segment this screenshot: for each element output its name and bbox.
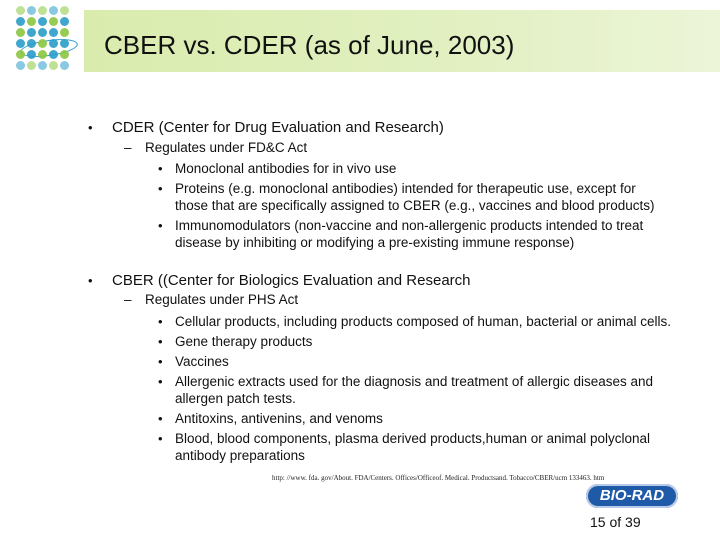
logo-dot — [38, 6, 47, 15]
section-heading: CBER ((Center for Biologics Evaluation a… — [112, 272, 471, 289]
logo-dot — [27, 50, 36, 59]
bullet: • — [88, 120, 93, 135]
logo-dot — [38, 17, 47, 26]
bullet: • — [158, 411, 163, 426]
section-heading: CDER (Center for Drug Evaluation and Res… — [112, 119, 444, 136]
logo-dot — [49, 61, 58, 70]
bullet: • — [158, 431, 163, 446]
dash: – — [124, 140, 132, 155]
list-item-line: Antitoxins, antivenins, and venoms — [175, 411, 383, 426]
bullet: • — [158, 354, 163, 369]
logo-dot — [49, 28, 58, 37]
logo-dot — [60, 28, 69, 37]
logo-dot — [16, 6, 25, 15]
dash: – — [124, 292, 132, 307]
sub-heading: Regulates under PHS Act — [145, 292, 299, 307]
logo-dot — [38, 39, 47, 48]
list-item-line: those that are specifically assigned to … — [175, 198, 655, 213]
logo-dot — [49, 17, 58, 26]
logo-dot — [60, 61, 69, 70]
logo-dot — [60, 6, 69, 15]
logo-dot — [38, 50, 47, 59]
list-item: Proteins (e.g. monoclonal antibodies) in… — [175, 180, 655, 214]
logo-dot — [16, 50, 25, 59]
slide-header: CBER vs. CDER (as of June, 2003) — [0, 0, 720, 72]
list-item-line: antibody preparations — [175, 448, 305, 463]
dot-grid-logo — [8, 4, 79, 70]
bullet: • — [88, 273, 93, 288]
logo-dot — [16, 39, 25, 48]
logo-dot — [27, 39, 36, 48]
title-bar — [84, 10, 720, 72]
source-url[interactable]: http: //www. fda. gov/About. FDA/Centers… — [272, 474, 605, 482]
list-item: Blood, blood components, plasma derived … — [175, 430, 650, 464]
list-item-line: allergen patch tests. — [175, 391, 296, 406]
bullet: • — [158, 181, 163, 196]
logo-dot — [27, 28, 36, 37]
list-item-line: Allergenic extracts used for the diagnos… — [175, 374, 654, 389]
list-item-line: Gene therapy products — [175, 334, 313, 349]
logo-dot — [49, 39, 58, 48]
list-item: Gene therapy products — [175, 333, 312, 350]
list-item-line: Blood, blood components, plasma derived … — [175, 431, 651, 446]
logo-dot — [49, 50, 58, 59]
logo-dot — [60, 39, 69, 48]
list-item-line: Monoclonal antibodies for in vivo use — [175, 161, 397, 176]
bullet: • — [158, 218, 163, 233]
logo-dot — [16, 28, 25, 37]
list-item-line: Vaccines — [175, 354, 229, 369]
logo-dot — [49, 6, 58, 15]
bullet: • — [158, 334, 163, 349]
list-item: Immunomodulators (non-vaccine and non-al… — [175, 217, 643, 251]
logo-dot — [27, 6, 36, 15]
logo-dot — [27, 17, 36, 26]
logo-dot — [38, 28, 47, 37]
list-item: Antitoxins, antivenins, and venoms — [175, 410, 383, 427]
list-item-line: Cellular products, including products co… — [175, 314, 671, 329]
logo-dot — [27, 61, 36, 70]
sub-heading: Regulates under FD&C Act — [145, 140, 308, 155]
bullet: • — [158, 161, 163, 176]
list-item-line: disease by inhibiting or modifying a pre… — [175, 235, 575, 250]
list-item: Cellular products, including products co… — [175, 313, 671, 330]
logo-dot — [16, 17, 25, 26]
page-number: 15 of 39 — [590, 514, 641, 530]
logo-dot — [60, 17, 69, 26]
bullet: • — [158, 374, 163, 389]
list-item: Vaccines — [175, 353, 229, 370]
logo-dot — [38, 61, 47, 70]
logo-dot — [16, 61, 25, 70]
list-item: Monoclonal antibodies for in vivo use — [175, 160, 396, 177]
slide-title: CBER vs. CDER (as of June, 2003) — [104, 30, 515, 60]
list-item-line: Proteins (e.g. monoclonal antibodies) in… — [175, 181, 636, 196]
bullet: • — [158, 314, 163, 329]
bio-rad-logo: BIO-RAD — [586, 484, 678, 508]
list-item-line: Immunomodulators (non-vaccine and non-al… — [175, 218, 644, 233]
list-item: Allergenic extracts used for the diagnos… — [175, 373, 653, 407]
logo-dot — [60, 50, 69, 59]
